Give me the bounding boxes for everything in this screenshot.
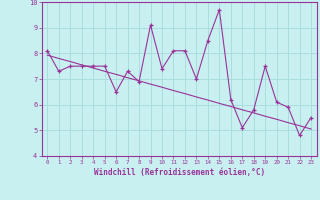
X-axis label: Windchill (Refroidissement éolien,°C): Windchill (Refroidissement éolien,°C) — [94, 168, 265, 177]
